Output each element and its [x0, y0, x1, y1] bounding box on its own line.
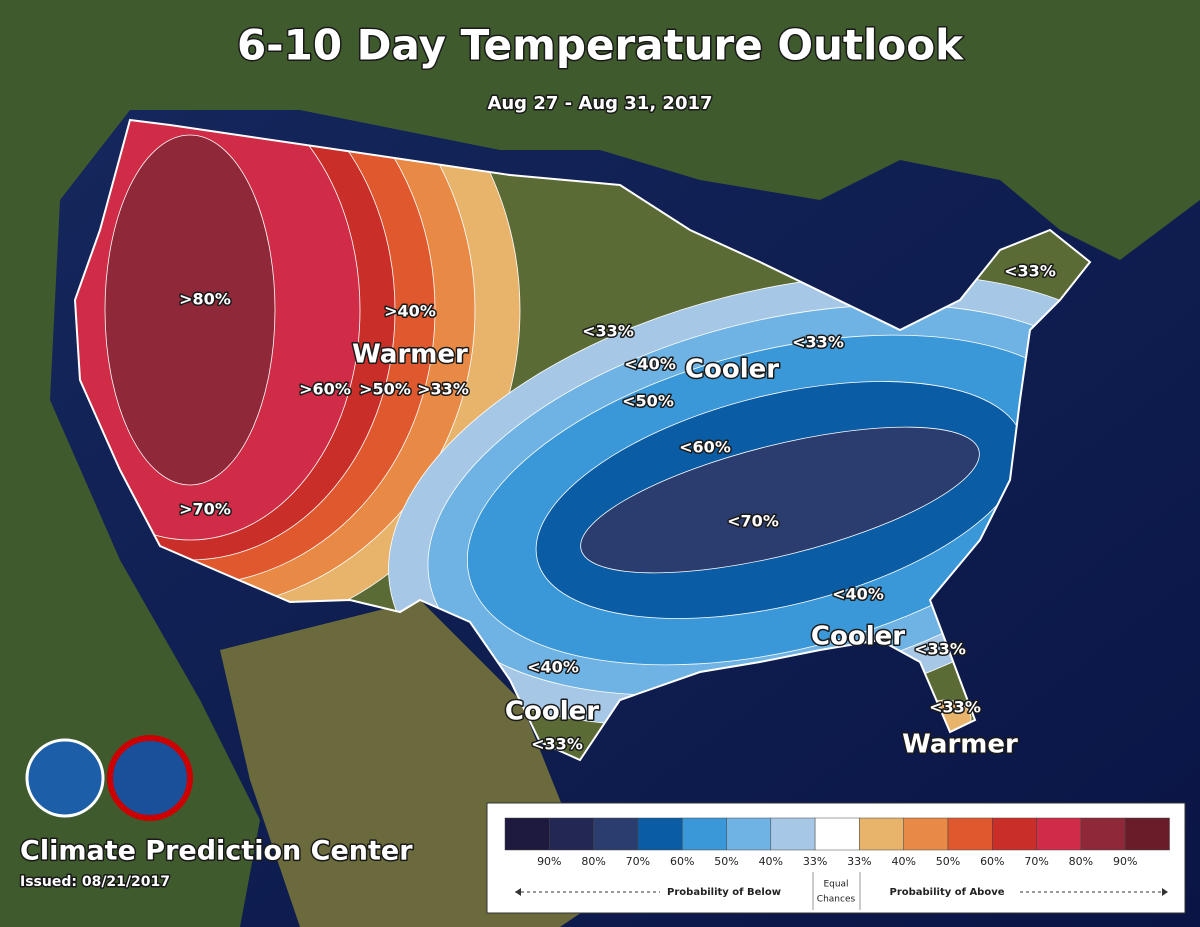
region-percent: <33%: [582, 322, 634, 341]
region-percent: >70%: [179, 500, 231, 519]
org-name: Climate Prediction Center: [20, 836, 413, 867]
legend-tick: 90%: [537, 855, 561, 868]
legend-tick: 80%: [1069, 855, 1093, 868]
region-word: Cooler: [685, 355, 779, 385]
region-percent: <40%: [832, 585, 884, 604]
region-word: Cooler: [811, 622, 905, 652]
issued-date: Issued: 08/21/2017: [20, 874, 170, 890]
legend-tick: 70%: [1024, 855, 1048, 868]
warm-band: [104, 134, 276, 486]
legend-swatch: [726, 817, 772, 851]
legend-equal: Equal: [823, 880, 848, 890]
region-percent: <70%: [727, 512, 779, 531]
legend-swatch: [859, 817, 904, 851]
region-labels: >80% >70% >60% >50% >33% >40% Warmer <33% <40% Co…: [178, 260, 1058, 761]
legend-swatch: [637, 817, 683, 851]
legend-above: Probability of Above: [889, 887, 1004, 898]
probability-bands: [75, 120, 1090, 760]
legend-below: Probability of Below: [667, 887, 781, 898]
legend-tick: 33%: [803, 855, 827, 868]
legend-tick: 50%: [936, 855, 960, 868]
legend-tick: 40%: [891, 855, 915, 868]
region-word: Warmer: [902, 730, 1018, 760]
region-percent: >60%: [299, 380, 351, 399]
date-range: Aug 27 - Aug 31, 2017: [487, 93, 712, 114]
legend-tick: 60%: [980, 855, 1004, 868]
cool-band: [580, 426, 980, 574]
nws-logo: [107, 735, 193, 821]
region-percent: >33%: [417, 380, 469, 399]
legend-tick: 40%: [759, 855, 783, 868]
legend-swatch: [1036, 817, 1082, 851]
region-percent: <33%: [914, 640, 966, 659]
region-percent: <33%: [929, 698, 981, 717]
region-percent: <33%: [792, 333, 844, 352]
region-percent: >40%: [384, 302, 436, 321]
legend-swatch: [1124, 817, 1170, 851]
region-word: Warmer: [352, 340, 468, 370]
title: 6-10 Day Temperature Outlook: [237, 21, 964, 70]
legend-swatch: [504, 817, 550, 851]
above-arrowhead: [1162, 888, 1168, 896]
legend-swatch: [992, 817, 1037, 851]
legend-swatch: [549, 817, 594, 851]
region-percent: <40%: [624, 355, 676, 374]
legend-swatch: [1080, 817, 1126, 851]
legend-swatch: [903, 817, 949, 851]
region-word: Cooler: [505, 697, 599, 727]
legend: 90% 80% 70% 60% 50% 40% 33% 33% 40% 50% 60% 70% 80% 9…: [504, 817, 1170, 868]
legend-tick: 50%: [714, 855, 738, 868]
legend-tick: 80%: [581, 855, 605, 868]
below-arrowhead: [515, 888, 521, 896]
legend-swatch: [770, 817, 816, 851]
legend-tick: 60%: [670, 855, 694, 868]
legend-tick: 90%: [1113, 855, 1137, 868]
region-percent: >50%: [359, 380, 411, 399]
region-percent: <60%: [679, 438, 731, 457]
region-percent: >80%: [179, 290, 231, 309]
region-percent: <40%: [527, 658, 579, 677]
region-percent: <33%: [1004, 262, 1056, 281]
legend-swatch: [814, 817, 860, 851]
noaa-logo: [25, 738, 105, 818]
region-percent: <50%: [622, 392, 674, 411]
legend-swatch: [681, 817, 727, 851]
legend-tick: 70%: [626, 855, 650, 868]
region-percent: <33%: [531, 735, 583, 754]
legend-swatch: [947, 817, 993, 851]
legend-swatch: [593, 817, 639, 851]
legend-equal: Chances: [817, 895, 856, 905]
legend-tick: 33%: [847, 855, 871, 868]
